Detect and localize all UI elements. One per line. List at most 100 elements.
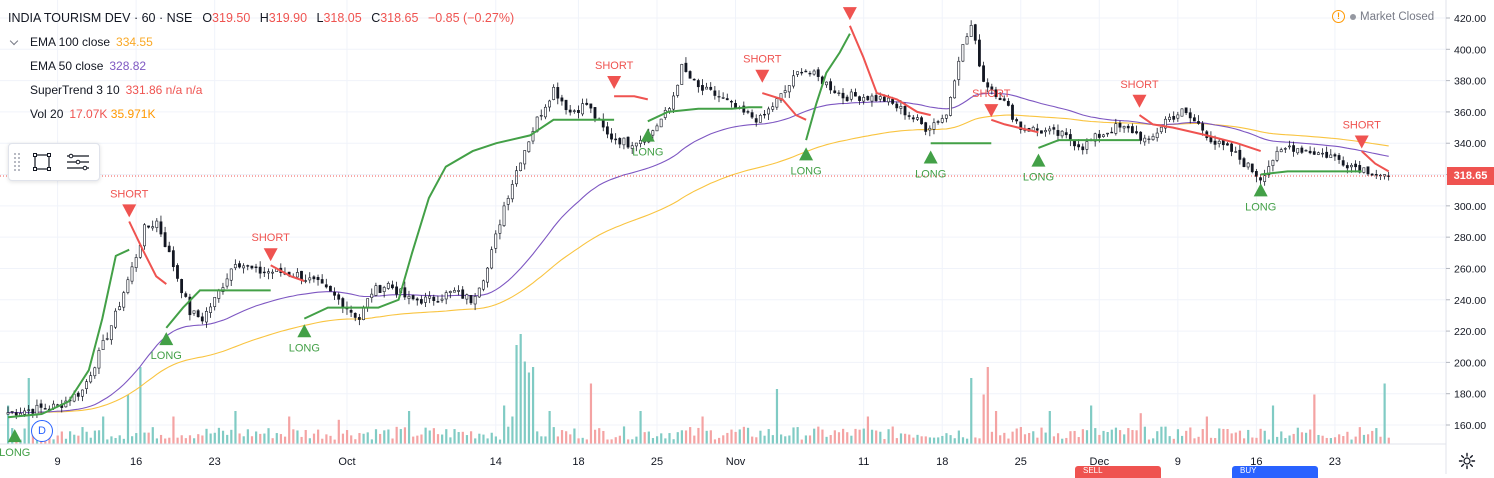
candle-body	[130, 266, 134, 282]
volume-bar	[705, 430, 708, 444]
volume-bar	[1238, 430, 1242, 444]
sell-button[interactable]: SELL	[1075, 466, 1161, 478]
supertrend-name: SuperTrend 3 10	[30, 83, 120, 97]
volume-bar	[622, 426, 626, 444]
volume-bar	[709, 430, 712, 444]
volume-bar	[1185, 430, 1188, 444]
long-label: LONG	[632, 147, 663, 159]
candle-body	[978, 39, 981, 67]
buy-button[interactable]: BUY	[1232, 466, 1318, 478]
volume-name: Vol 20	[30, 107, 64, 121]
volume-bar	[846, 432, 849, 444]
candle-body	[556, 87, 560, 99]
candle-body	[337, 294, 341, 300]
candle-body	[1279, 149, 1283, 153]
x-tick-label: Oct	[338, 456, 355, 468]
volume-bar	[593, 429, 597, 444]
volume-bar	[147, 432, 150, 444]
volume-bar	[242, 436, 245, 444]
volume-bar	[953, 438, 956, 444]
candle-body	[225, 278, 229, 287]
gear-icon[interactable]	[1458, 452, 1476, 470]
volume-bar	[329, 435, 332, 444]
candle-body	[151, 226, 155, 229]
long-marker	[1253, 183, 1268, 197]
volume-bar	[631, 439, 634, 444]
candle-body	[1275, 150, 1279, 161]
volume-bar	[155, 438, 159, 444]
volume-bar	[697, 427, 700, 444]
candle-body	[81, 389, 84, 397]
x-tick-label: 25	[651, 456, 663, 468]
y-tick-label: 220.00	[1454, 326, 1486, 338]
volume-bar	[358, 433, 361, 444]
rectangle-tool-button[interactable]	[27, 147, 57, 177]
indicator-supertrend[interactable]: SuperTrend 3 10 331.86 n/a n/a	[8, 78, 514, 102]
supertrend-up-segment	[165, 289, 271, 329]
volume-bar	[573, 428, 576, 444]
candle-body	[171, 250, 175, 268]
volume-bar	[957, 430, 960, 444]
volume-bar	[312, 433, 316, 444]
drag-handle-icon[interactable]	[13, 152, 21, 172]
lines-tool-button[interactable]	[63, 147, 93, 177]
candle-body	[1366, 166, 1370, 175]
candle-body	[796, 71, 799, 75]
candle-body	[560, 97, 564, 102]
open-value: 319.50	[212, 11, 251, 25]
candle-body	[750, 112, 754, 118]
candle-body	[378, 285, 382, 293]
warning-icon[interactable]: !	[1332, 10, 1345, 23]
market-status[interactable]: ! Market Closed	[1332, 10, 1434, 23]
price-axis: 160.00 180.00 200.00 220.00 240.00 260.00 280.…	[1446, 13, 1486, 432]
volume-bar	[321, 438, 324, 444]
volume-bar	[978, 438, 981, 444]
candle-body	[89, 375, 93, 383]
volume-bar	[102, 416, 105, 444]
volume-bar	[821, 429, 824, 444]
candle-body	[262, 271, 266, 274]
volume-bar	[374, 429, 378, 444]
volume-bar	[1172, 438, 1175, 444]
indicator-ema100[interactable]: EMA 100 close 334.55	[8, 30, 514, 54]
volume-bar	[370, 439, 373, 444]
candle-body	[1093, 133, 1097, 142]
candle-body	[43, 408, 47, 410]
candle-body	[1077, 144, 1081, 148]
volume-bar	[126, 394, 130, 444]
short-marker	[122, 204, 137, 218]
symbol-row: INDIA TOURISM DEV · 60 · NSE O319.50 H31…	[8, 6, 514, 30]
candle-body	[101, 340, 105, 351]
candle-body	[1056, 130, 1060, 136]
volume-bar	[602, 430, 605, 444]
candle-body	[696, 80, 700, 88]
symbol-title[interactable]: INDIA TOURISM DEV · 60 · NSE	[8, 11, 193, 25]
volume-bar	[862, 428, 865, 444]
candle-body	[1184, 107, 1188, 114]
candle-body	[1308, 150, 1312, 154]
candle-body	[895, 103, 899, 109]
short-label: SHORT	[972, 88, 1011, 100]
dividend-badge[interactable]: D	[31, 420, 53, 442]
indicator-volume[interactable]: Vol 20 17.07K 35.971K	[8, 102, 514, 126]
candle-body	[143, 224, 146, 247]
long-marker	[159, 332, 174, 346]
chevron-down-icon[interactable]	[10, 37, 20, 47]
candle-body	[610, 133, 613, 140]
indicator-ema50[interactable]: EMA 50 close 328.82	[8, 54, 514, 78]
candle-body	[1155, 132, 1159, 138]
candle-body	[1168, 116, 1171, 121]
candle-body	[424, 296, 427, 303]
candle-body	[213, 297, 217, 307]
candle-body	[655, 125, 659, 132]
volume-bar	[693, 435, 696, 444]
drawing-toolbox[interactable]	[8, 143, 100, 181]
candle-body	[1234, 151, 1238, 153]
candle-body	[1044, 130, 1047, 133]
volume-bar	[1197, 436, 1200, 444]
x-tick-label: 16	[130, 456, 142, 468]
volume-bar	[713, 439, 717, 444]
volume-bar	[928, 437, 932, 444]
volume-bar	[829, 435, 832, 444]
